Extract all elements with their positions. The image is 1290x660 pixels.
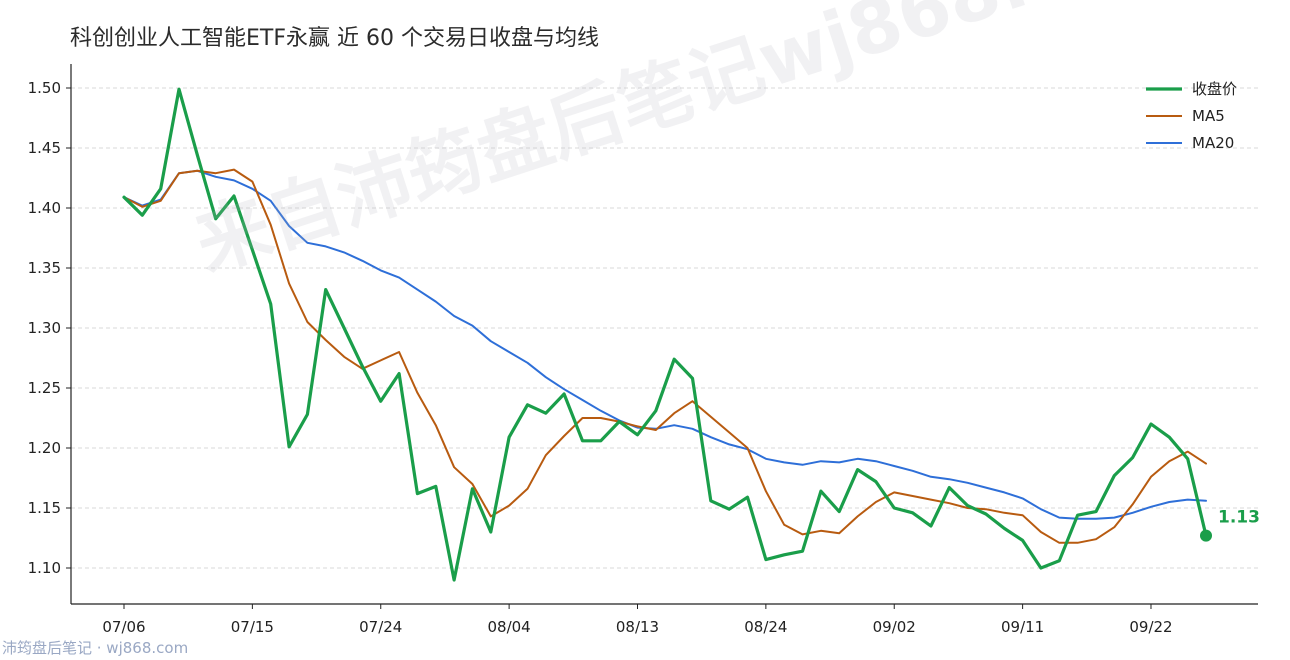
x-tick-label: 07/06 <box>102 618 145 636</box>
x-tick-label: 07/15 <box>231 618 274 636</box>
x-tick-label: 07/24 <box>359 618 402 636</box>
x-tick-label: 08/04 <box>488 618 531 636</box>
chart-title: 科创创业人工智能ETF永赢 近 60 个交易日收盘与均线 <box>70 26 599 51</box>
series-line-MA20 <box>123 169 1207 520</box>
x-tick-label: 09/02 <box>873 618 916 636</box>
legend: 收盘价 MA5 MA20 <box>1146 80 1237 152</box>
x-tick-label: 08/13 <box>616 618 659 636</box>
y-tick-label: 1.10 <box>28 559 61 577</box>
y-tick-label: 1.30 <box>28 319 61 337</box>
grid-layer <box>71 87 1258 569</box>
legend-label: MA20 <box>1192 134 1234 152</box>
last-close-marker <box>1200 529 1212 542</box>
y-tick-label: 1.20 <box>28 439 61 457</box>
last-close-label: 1.13 <box>1218 508 1260 528</box>
y-tick-label: 1.25 <box>28 379 61 397</box>
x-tick-label: 08/24 <box>744 618 787 636</box>
y-tick-label: 1.50 <box>28 79 61 97</box>
legend-label: 收盘价 <box>1192 80 1237 98</box>
y-tick-label: 1.35 <box>28 259 61 277</box>
axis-layer: 1.10 1.15 1.20 1.25 1.30 1.35 1.40 1.45 1.50 07/0… <box>28 64 1258 636</box>
y-tick-label: 1.45 <box>28 139 61 157</box>
series-layer: 1.13 <box>122 87 1260 582</box>
x-tick-label: 09/11 <box>1001 618 1044 636</box>
series-line-收盘价 <box>122 87 1208 582</box>
x-tick-label: 09/22 <box>1129 618 1172 636</box>
legend-label: MA5 <box>1192 107 1225 125</box>
series-line-MA5 <box>123 168 1207 544</box>
y-tick-label: 1.15 <box>28 499 61 517</box>
y-tick-label: 1.40 <box>28 199 61 217</box>
footer-credit: 沛筠盘后笔记 · wj868.com <box>2 639 189 657</box>
